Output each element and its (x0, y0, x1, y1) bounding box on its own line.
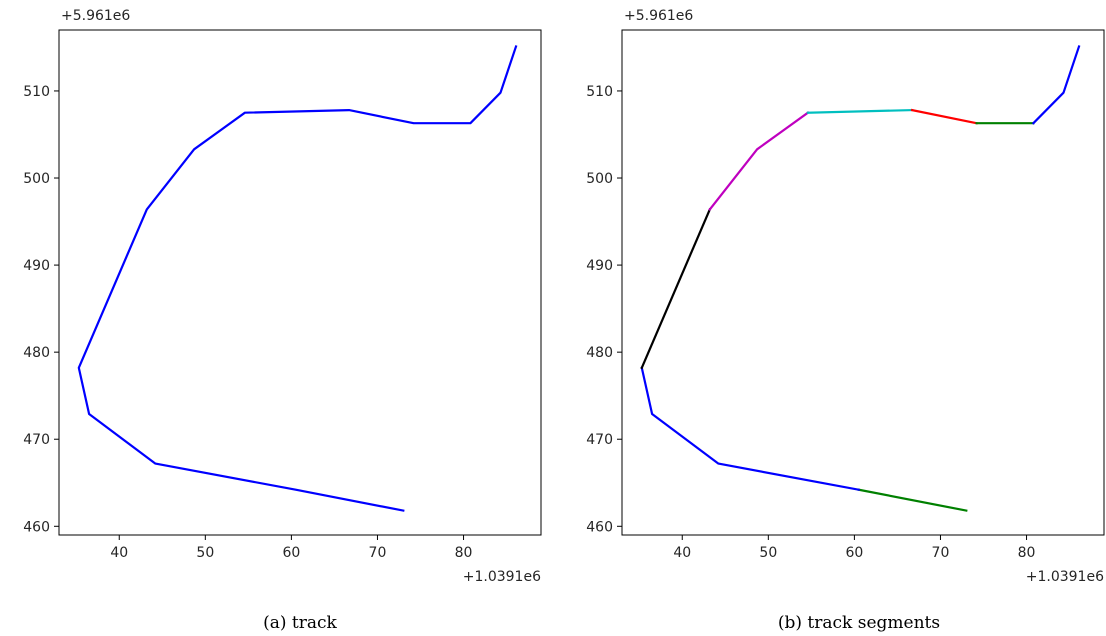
series-line-7 (1031, 45, 1081, 125)
x-tick-label: 60 (845, 545, 863, 561)
x-tick-label: 80 (455, 545, 473, 561)
y-tick-label: 460 (586, 519, 613, 535)
axes-frame (58, 29, 542, 536)
axes-frame (621, 29, 1105, 536)
y-tick-label: 500 (586, 171, 613, 187)
x-offset-label: +1.0391e6 (463, 569, 541, 585)
x-tick-label: 80 (1018, 545, 1036, 561)
y-tick-label: 510 (586, 84, 613, 100)
x-tick-label: 40 (673, 545, 691, 561)
y-tick-label: 470 (586, 432, 613, 448)
series-line-5 (910, 108, 978, 125)
y-tick-label: 480 (23, 345, 50, 361)
y-tick-label: 470 (23, 432, 50, 448)
chart-panel-track: 40 50 60 70 80 460 470 480 490 500 510 +5.961e6 +1.0… (23, 8, 542, 633)
x-tick-label: 50 (196, 545, 214, 561)
x-tick-label: 60 (282, 545, 300, 561)
series-line-0 (77, 45, 518, 512)
panel-caption: (a) track (263, 613, 337, 633)
series-line-3 (708, 111, 810, 211)
x-offset-label: +1.0391e6 (1026, 569, 1104, 585)
y-offset-label: +5.961e6 (61, 8, 130, 24)
y-tick-label: 480 (586, 345, 613, 361)
x-tick-label: 70 (932, 545, 950, 561)
y-tick-label: 490 (23, 258, 50, 274)
series-line-2 (640, 207, 712, 370)
x-tick-label: 40 (110, 545, 128, 561)
series-line-0 (857, 488, 968, 512)
series-line-1 (640, 366, 860, 491)
y-tick-label: 460 (23, 519, 50, 535)
x-tick-label: 50 (759, 545, 777, 561)
y-offset-label: +5.961e6 (624, 8, 693, 24)
series-line-4 (806, 108, 914, 114)
y-tick-label: 510 (23, 84, 50, 100)
panel-caption: (b) track segments (778, 613, 940, 633)
x-tick-label: 70 (369, 545, 387, 561)
chart-panel-track-segments: 40 50 60 70 80 460 470 480 490 500 510 +5.961e6 +1.0… (586, 8, 1105, 633)
y-tick-label: 490 (586, 258, 613, 274)
y-tick-label: 500 (23, 171, 50, 187)
